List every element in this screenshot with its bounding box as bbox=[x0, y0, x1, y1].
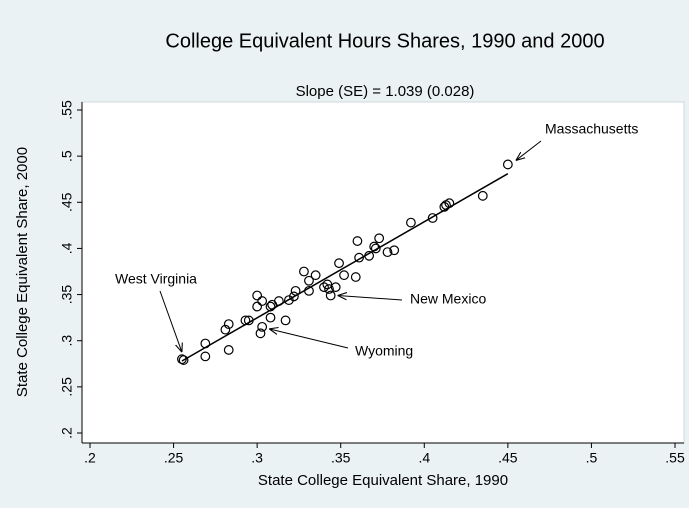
point bbox=[389, 245, 400, 256]
point bbox=[477, 190, 488, 201]
point bbox=[330, 282, 341, 293]
point bbox=[280, 315, 291, 326]
x-axis-label: State College Equivalent Share, 1990 bbox=[258, 472, 508, 489]
point bbox=[374, 233, 385, 244]
y-tick-label: .4 bbox=[59, 242, 75, 254]
point bbox=[354, 252, 365, 263]
annotation-label: Massachusetts bbox=[545, 121, 638, 137]
annotation-arrow bbox=[338, 295, 403, 301]
point bbox=[334, 258, 344, 269]
point bbox=[310, 270, 321, 281]
point bbox=[178, 355, 189, 365]
annotation-label: Wyoming bbox=[355, 343, 413, 359]
point bbox=[252, 290, 263, 301]
annotation-label: West Virginia bbox=[115, 271, 197, 287]
point bbox=[220, 324, 231, 335]
fit-line bbox=[181, 173, 509, 362]
annotation-arrow bbox=[269, 329, 349, 349]
y-tick-label: .45 bbox=[59, 192, 75, 212]
point bbox=[350, 272, 361, 282]
point bbox=[427, 213, 438, 223]
point bbox=[325, 290, 336, 301]
point bbox=[352, 236, 363, 246]
plot-area bbox=[81, 101, 685, 444]
x-tick-label: .55 bbox=[665, 450, 685, 466]
point bbox=[252, 301, 263, 312]
point bbox=[257, 321, 268, 332]
point bbox=[223, 319, 234, 330]
point bbox=[502, 159, 513, 170]
chart-subtitle: Slope (SE) = 1.039 (0.028) bbox=[296, 83, 475, 100]
point bbox=[289, 291, 299, 302]
point bbox=[324, 284, 334, 294]
point bbox=[319, 282, 329, 293]
point bbox=[339, 270, 349, 281]
x-tick-label: .25 bbox=[164, 450, 184, 466]
annotation-label: New Mexico bbox=[410, 291, 486, 307]
point bbox=[223, 345, 234, 355]
point bbox=[257, 296, 268, 306]
y-axis-label: State College Equivalent Share, 2000 bbox=[14, 147, 31, 397]
point bbox=[382, 247, 393, 258]
y-tick-label: .35 bbox=[59, 285, 75, 305]
y-tick-label: .5 bbox=[59, 150, 75, 162]
x-tick-label: .2 bbox=[84, 450, 96, 466]
point bbox=[265, 312, 276, 323]
y-tick-label: .2 bbox=[59, 427, 75, 439]
point bbox=[406, 217, 416, 228]
annotation-arrow bbox=[516, 140, 542, 160]
point bbox=[200, 351, 211, 362]
x-tick-label: .35 bbox=[331, 450, 351, 466]
point bbox=[255, 328, 266, 339]
x-tick-label: .5 bbox=[586, 450, 598, 466]
annotation-arrow bbox=[159, 290, 182, 352]
point bbox=[299, 266, 309, 277]
point bbox=[322, 279, 333, 290]
x-tick-label: .3 bbox=[251, 450, 263, 466]
x-tick-label: .4 bbox=[418, 450, 430, 466]
y-tick-label: .3 bbox=[59, 335, 75, 347]
y-tick-label: .55 bbox=[59, 100, 75, 120]
chart-title: College Equivalent Hours Shares, 1990 an… bbox=[165, 30, 604, 52]
point bbox=[304, 275, 314, 286]
point bbox=[370, 243, 381, 254]
x-tick-label: .45 bbox=[498, 450, 518, 466]
y-tick-label: .25 bbox=[59, 377, 75, 397]
